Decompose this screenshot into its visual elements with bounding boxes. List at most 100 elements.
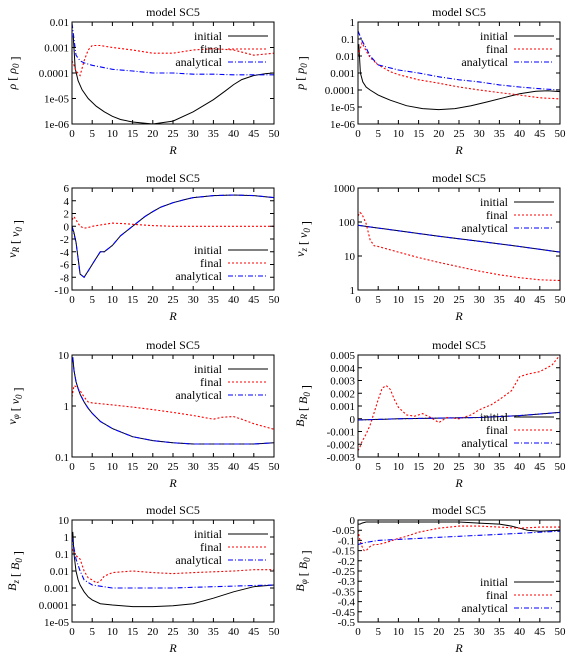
x-tick-label: 0 — [69, 128, 75, 140]
x-tick-label: 20 — [147, 626, 159, 638]
series-line-analytical — [358, 224, 560, 253]
y-tick-label: 0.001 — [330, 401, 355, 413]
y-tick-label: 10 — [58, 350, 70, 362]
x-tick-label: 45 — [248, 626, 260, 638]
series-line-initial — [72, 35, 274, 124]
x-tick-label: 40 — [228, 461, 240, 473]
panel-rho: model SC5 0 5 10 15 20 25 30 35 40 45 50 1e-06 1e-05 0… — [5, 5, 280, 157]
x-tick-label: 50 — [555, 128, 566, 140]
plot-frame — [357, 21, 561, 125]
x-tick-label: 35 — [494, 128, 506, 140]
series-line-final — [72, 384, 274, 430]
y-axis-label: ρ [ ρ0 ] — [5, 56, 22, 90]
legend-label-initial: initial — [194, 29, 223, 43]
plot-frame — [71, 187, 275, 291]
y-tick-label: -8 — [60, 272, 70, 284]
y-tick-label: 10 — [58, 515, 70, 527]
x-axis-label: R — [454, 143, 463, 157]
y-tick-label: -0.1 — [338, 535, 355, 547]
y-tick-label: 0.0001 — [39, 600, 69, 612]
series-line-initial — [72, 357, 274, 445]
plot-frame — [357, 354, 561, 458]
series-line-final — [72, 44, 274, 77]
y-tick-label: 0 — [64, 221, 70, 233]
x-axis-label: R — [168, 309, 177, 323]
x-tick-label: 10 — [393, 626, 405, 638]
chart-title: model SC5 — [432, 503, 486, 517]
x-tick-label: 20 — [433, 128, 445, 140]
x-tick-label: 25 — [454, 626, 466, 638]
x-axis-label: R — [168, 641, 177, 655]
y-tick-label: 1 — [64, 532, 70, 544]
y-axis-label: vR [ v0 ] — [5, 220, 25, 258]
panel-Bz: model SC5 0 5 10 15 20 25 30 35 40 45 50 1e-05 0.0001… — [5, 503, 280, 655]
chart-title: model SC5 — [146, 338, 200, 352]
legend-label-final: final — [200, 540, 223, 554]
y-tick-label: 2 — [64, 209, 70, 221]
series-line-analytical — [358, 530, 560, 546]
x-tick-label: 40 — [514, 461, 526, 473]
x-tick-label: 30 — [474, 626, 486, 638]
x-axis-label: R — [168, 476, 177, 490]
x-tick-label: 15 — [413, 294, 425, 306]
y-tick-label: 1 — [350, 17, 356, 29]
series-line-final — [72, 215, 274, 229]
y-tick-label: 1e-06 — [44, 119, 70, 131]
x-tick-label: 30 — [474, 461, 486, 473]
y-tick-label: -0.001 — [327, 427, 355, 439]
y-tick-label: 0.1 — [341, 34, 355, 46]
series-line-final — [358, 525, 560, 552]
x-tick-label: 30 — [474, 294, 486, 306]
y-tick-label: 0.0001 — [325, 85, 355, 97]
legend-label-initial: initial — [480, 575, 509, 589]
y-axis-label: BR [ B0 ] — [293, 385, 313, 427]
x-tick-label: 5 — [375, 626, 381, 638]
x-tick-label: 5 — [375, 294, 381, 306]
y-tick-label: 0.001 — [44, 583, 69, 595]
x-tick-label: 0 — [69, 461, 75, 473]
legend-label-initial: initial — [194, 243, 223, 257]
y-tick-label: 1e-06 — [330, 119, 356, 131]
legend-label-analytical: analytical — [175, 55, 222, 69]
series-line-analytical — [358, 411, 560, 421]
series-line-analytical — [72, 357, 274, 445]
y-tick-label: 10 — [344, 251, 356, 263]
x-tick-label: 25 — [168, 626, 180, 638]
series-line-initial — [72, 194, 274, 279]
y-tick-label: -0.003 — [327, 452, 356, 464]
panel-p: model SC5 0 5 10 15 20 25 30 35 40 45 50 1e-06 1e-05 0… — [293, 5, 566, 157]
x-tick-label: 20 — [433, 626, 445, 638]
x-tick-label: 0 — [355, 128, 361, 140]
x-tick-label: 50 — [269, 461, 281, 473]
x-tick-label: 40 — [228, 626, 240, 638]
series-line-final — [358, 41, 560, 100]
y-tick-label: 0.001 — [44, 43, 69, 55]
y-tick-label: -0.25 — [332, 566, 355, 578]
x-tick-label: 45 — [248, 461, 260, 473]
series-line-analytical — [72, 23, 274, 76]
legend-label-analytical: analytical — [461, 601, 508, 615]
x-tick-label: 35 — [208, 128, 220, 140]
chart-title: model SC5 — [146, 5, 200, 19]
x-tick-label: 0 — [355, 294, 361, 306]
plot-frame — [71, 519, 275, 623]
series-line-final — [72, 548, 274, 584]
y-tick-label: 1e-05 — [44, 94, 70, 106]
y-tick-label: 4 — [64, 196, 70, 208]
x-tick-label: 45 — [534, 128, 546, 140]
legend-label-initial: initial — [480, 195, 509, 209]
x-tick-label: 10 — [107, 128, 119, 140]
x-tick-label: 10 — [107, 626, 119, 638]
y-axis-label: Bz [ B0 ] — [5, 551, 25, 591]
legend-label-initial: initial — [194, 362, 223, 376]
x-axis-label: R — [454, 641, 463, 655]
x-tick-label: 5 — [89, 294, 95, 306]
x-tick-label: 30 — [188, 294, 200, 306]
y-tick-label: -0.15 — [332, 546, 355, 558]
y-tick-label: 100 — [339, 217, 356, 229]
x-tick-label: 35 — [494, 294, 506, 306]
y-axis-label: p [ p0 ] — [293, 56, 310, 91]
y-tick-label: -0.45 — [332, 607, 355, 619]
x-tick-label: 30 — [474, 128, 486, 140]
x-tick-label: 15 — [413, 626, 425, 638]
